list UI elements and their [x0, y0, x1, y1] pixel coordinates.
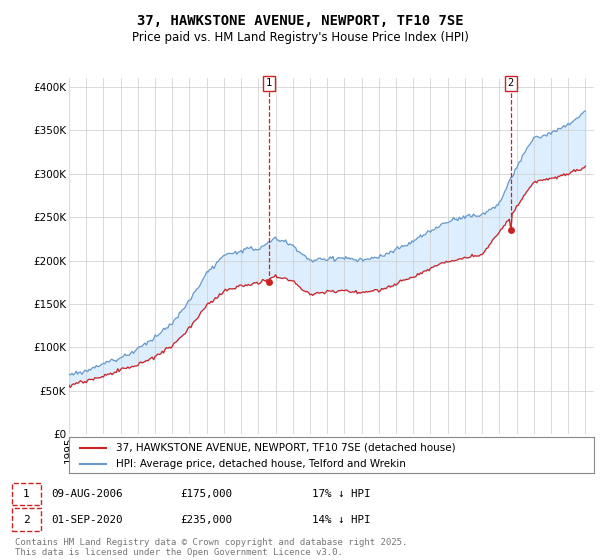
- Text: Contains HM Land Registry data © Crown copyright and database right 2025.
This d: Contains HM Land Registry data © Crown c…: [15, 538, 407, 557]
- Text: 01-SEP-2020: 01-SEP-2020: [51, 515, 122, 525]
- Text: 14% ↓ HPI: 14% ↓ HPI: [312, 515, 371, 525]
- Text: 1: 1: [23, 489, 30, 499]
- Text: 09-AUG-2006: 09-AUG-2006: [51, 489, 122, 499]
- Text: 2: 2: [508, 78, 514, 88]
- Text: 2: 2: [23, 515, 30, 525]
- Text: 37, HAWKSTONE AVENUE, NEWPORT, TF10 7SE (detached house): 37, HAWKSTONE AVENUE, NEWPORT, TF10 7SE …: [116, 443, 456, 452]
- Text: £175,000: £175,000: [180, 489, 232, 499]
- Text: 1: 1: [266, 78, 272, 88]
- Text: Price paid vs. HM Land Registry's House Price Index (HPI): Price paid vs. HM Land Registry's House …: [131, 31, 469, 44]
- Text: £235,000: £235,000: [180, 515, 232, 525]
- Text: 17% ↓ HPI: 17% ↓ HPI: [312, 489, 371, 499]
- Text: 37, HAWKSTONE AVENUE, NEWPORT, TF10 7SE: 37, HAWKSTONE AVENUE, NEWPORT, TF10 7SE: [137, 14, 463, 28]
- Text: HPI: Average price, detached house, Telford and Wrekin: HPI: Average price, detached house, Telf…: [116, 459, 406, 469]
